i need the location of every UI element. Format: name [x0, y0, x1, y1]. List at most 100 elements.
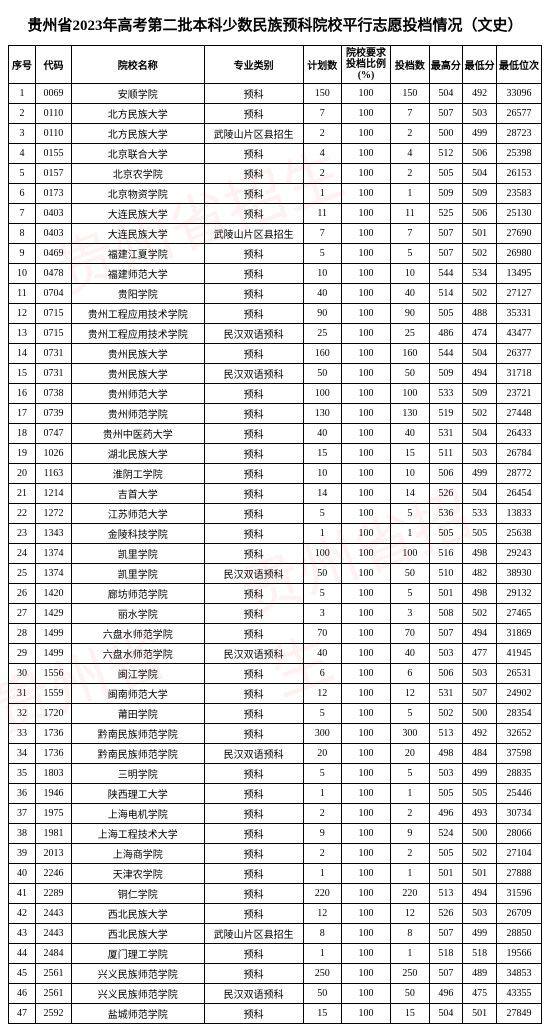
cell-type: 预科: [204, 444, 303, 464]
cell-cast: 5: [391, 584, 429, 604]
table-row: 110704贵阳学院预科401004051450227127: [9, 284, 542, 304]
table-row: 351803三明学院预科5100550349928835: [9, 764, 542, 784]
cell-name: 贵州民族大学: [71, 344, 204, 364]
cell-seq: 12: [9, 304, 36, 324]
cell-max: 509: [429, 364, 463, 384]
cell-ratio: 100: [341, 624, 390, 644]
cell-plan: 50: [303, 564, 341, 584]
cell-plan: 7: [303, 104, 341, 124]
cell-seq: 39: [9, 844, 36, 864]
table-row: 291499六盘水师范学院民汉双语预科401004050347741945: [9, 644, 542, 664]
cell-plan: 1: [303, 864, 341, 884]
cell-min: 484: [463, 744, 497, 764]
cell-rank: 19566: [496, 944, 541, 964]
cell-min: 501: [463, 224, 497, 244]
cell-max: 507: [429, 244, 463, 264]
cell-rank: 26980: [496, 244, 541, 264]
table-row: 402246天津农学院预科1100150150127888: [9, 864, 542, 884]
cell-name: 北方民族大学: [71, 104, 204, 124]
cell-min: 499: [463, 464, 497, 484]
cell-plan: 150: [303, 84, 341, 104]
cell-code: 1499: [35, 624, 71, 644]
cell-seq: 26: [9, 584, 36, 604]
cell-type: 预科: [204, 964, 303, 984]
cell-plan: 160: [303, 344, 341, 364]
cell-seq: 17: [9, 404, 36, 424]
cell-max: 516: [429, 544, 463, 564]
cell-max: 501: [429, 584, 463, 604]
cell-plan: 5: [303, 764, 341, 784]
cell-code: 2013: [35, 844, 71, 864]
cell-max: 504: [429, 1004, 463, 1024]
cell-code: 0110: [35, 104, 71, 124]
cell-plan: 100: [303, 384, 341, 404]
cell-type: 预科: [204, 104, 303, 124]
cell-ratio: 100: [341, 564, 390, 584]
cell-code: 1803: [35, 764, 71, 784]
cell-type: 民汉双语预科: [204, 324, 303, 344]
cell-cast: 2: [391, 844, 429, 864]
cell-cast: 70: [391, 624, 429, 644]
header-row: 序号 代码 院校名称 专业类别 计划数 院校要求投档比例(%) 投档数 最高分 …: [9, 46, 542, 84]
cell-name: 莆田学院: [71, 704, 204, 724]
cell-seq: 23: [9, 524, 36, 544]
cell-max: 526: [429, 484, 463, 504]
cell-type: 预科: [204, 264, 303, 284]
cell-min: 492: [463, 724, 497, 744]
cell-cast: 40: [391, 644, 429, 664]
cell-type: 民汉双语预科: [204, 744, 303, 764]
header-ratio: 院校要求投档比例(%): [341, 46, 390, 84]
cell-plan: 9: [303, 824, 341, 844]
table-row: 191026湖北民族大学预科151001551150326784: [9, 444, 542, 464]
cell-rank: 28835: [496, 764, 541, 784]
cell-rank: 28772: [496, 464, 541, 484]
cell-ratio: 100: [341, 244, 390, 264]
cell-type: 预科: [204, 384, 303, 404]
cell-cast: 1: [391, 944, 429, 964]
cell-max: 507: [429, 964, 463, 984]
cell-min: 501: [463, 864, 497, 884]
cell-min: 504: [463, 424, 497, 444]
cell-type: 预科: [204, 204, 303, 224]
cell-name: 黔南民族师范学院: [71, 744, 204, 764]
cell-cast: 7: [391, 104, 429, 124]
table-row: 341736黔南民族师范学院民汉双语预科201002049848437598: [9, 744, 542, 764]
cell-plan: 40: [303, 424, 341, 444]
cell-cast: 50: [391, 984, 429, 1004]
cell-plan: 2: [303, 804, 341, 824]
cell-seq: 24: [9, 544, 36, 564]
cell-code: 1736: [35, 744, 71, 764]
cell-seq: 32: [9, 704, 36, 724]
cell-cast: 300: [391, 724, 429, 744]
cell-seq: 30: [9, 664, 36, 684]
cell-max: 501: [429, 864, 463, 884]
cell-rank: 27127: [496, 284, 541, 304]
cell-code: 1374: [35, 544, 71, 564]
cell-seq: 35: [9, 764, 36, 784]
cell-ratio: 100: [341, 364, 390, 384]
cell-max: 536: [429, 504, 463, 524]
cell-rank: 26709: [496, 904, 541, 924]
table-row: 251374凯里学院民汉双语预科501005051048238930: [9, 564, 542, 584]
cell-ratio: 100: [341, 584, 390, 604]
cell-max: 512: [429, 144, 463, 164]
cell-code: 0403: [35, 204, 71, 224]
cell-code: 0731: [35, 364, 71, 384]
table-row: 100478福建师范大学预科101001054453413495: [9, 264, 542, 284]
cell-plan: 12: [303, 904, 341, 924]
cell-plan: 10: [303, 264, 341, 284]
cell-code: 1499: [35, 644, 71, 664]
cell-seq: 6: [9, 184, 36, 204]
table-row: 392013上海商学院预科2100250550227104: [9, 844, 542, 864]
cell-min: 502: [463, 844, 497, 864]
cell-ratio: 100: [341, 524, 390, 544]
cell-seq: 18: [9, 424, 36, 444]
table-row: 10069安顺学院预科15010015050449233096: [9, 84, 542, 104]
cell-type: 预科: [204, 664, 303, 684]
cell-cast: 11: [391, 204, 429, 224]
cell-max: 505: [429, 784, 463, 804]
cell-seq: 27: [9, 604, 36, 624]
cell-max: 508: [429, 604, 463, 624]
cell-seq: 20: [9, 464, 36, 484]
cell-rank: 13833: [496, 504, 541, 524]
